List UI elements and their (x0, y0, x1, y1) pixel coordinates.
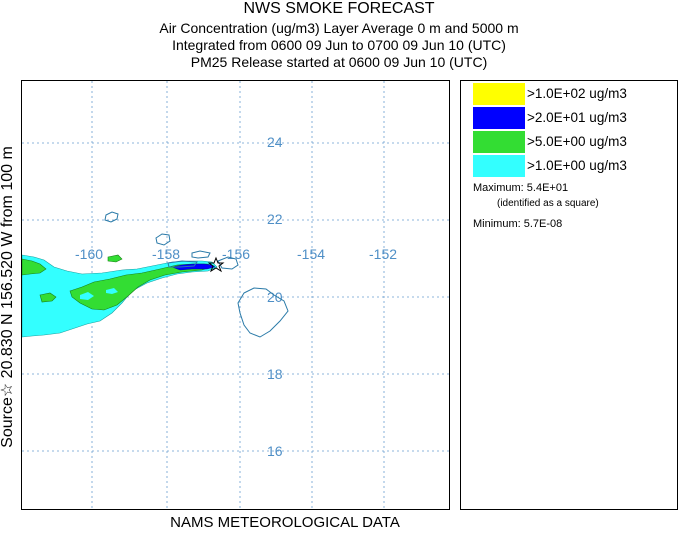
legend-swatch-yellow (473, 83, 525, 105)
legend-label: >1.0E+00 ug/m3 (527, 158, 627, 173)
lat-label-16: 16 (267, 443, 283, 459)
coast-molokai (167, 260, 198, 268)
lon-label-160: -160 (75, 246, 103, 262)
legend-label: >5.0E+00 ug/m3 (527, 134, 627, 149)
lon-label-158: -158 (152, 246, 180, 262)
lon-label-154: -154 (297, 246, 325, 262)
lat-label-22: 22 (267, 211, 283, 227)
coast-maui (217, 256, 239, 270)
lon-label-156: -156 (222, 246, 250, 262)
map-canvas: -160 -158 -156 -154 -152 24 22 20 18 16 (22, 81, 449, 509)
forecast-title: NWS SMOKE FORECAST (243, 0, 435, 17)
coast-niihau (104, 211, 119, 223)
legend-label: >2.0E+01 ug/m3 (527, 110, 627, 125)
maximum-note: (identified as a square) (497, 198, 599, 209)
maximum-value: Maximum: 5.4E+01 (473, 182, 569, 194)
concentration-legend: >1.0E+02 ug/m3 >2.0E+01 ug/m3 >5.0E+00 u… (460, 80, 678, 510)
concentration-subtitle: Air Concentration (ug/m3) Layer Average … (159, 20, 519, 36)
source-star-icon (207, 256, 225, 273)
legend-entry: >1.0E+00 ug/m3 (473, 155, 673, 179)
release-info: PM25 Release started at 0600 09 Jun 10 (… (190, 54, 488, 70)
plume-cyan-pocket (80, 288, 118, 300)
legend-swatch-blue (473, 107, 525, 129)
legend-entry: >1.0E+02 ug/m3 (473, 83, 673, 107)
coast-kauai (155, 233, 171, 246)
source-location-label: Source☆ 20.830 N 156.520 W from 100 m (0, 146, 16, 448)
legend-entry: >5.0E+00 ug/m3 (473, 131, 673, 155)
plume-green-contour (22, 254, 216, 311)
lon-label-152: -152 (369, 246, 397, 262)
lat-label-24: 24 (267, 134, 283, 150)
legend-swatch-cyan (473, 155, 525, 177)
coast-oahu (191, 250, 211, 259)
coast-big-island (237, 287, 289, 338)
lat-label-18: 18 (267, 366, 283, 382)
legend-swatch-green (473, 131, 525, 153)
legend-entry: >2.0E+01 ug/m3 (473, 107, 673, 131)
smoke-map: -160 -158 -156 -154 -152 24 22 20 18 16 (21, 80, 450, 510)
integration-period: Integrated from 0600 09 Jun to 0700 09 J… (172, 37, 506, 53)
legend-label: >1.0E+02 ug/m3 (527, 86, 627, 101)
met-data-label: NAMS METEOROLOGICAL DATA (170, 514, 400, 531)
minimum-value: Minimum: 5.7E-08 (473, 218, 563, 230)
